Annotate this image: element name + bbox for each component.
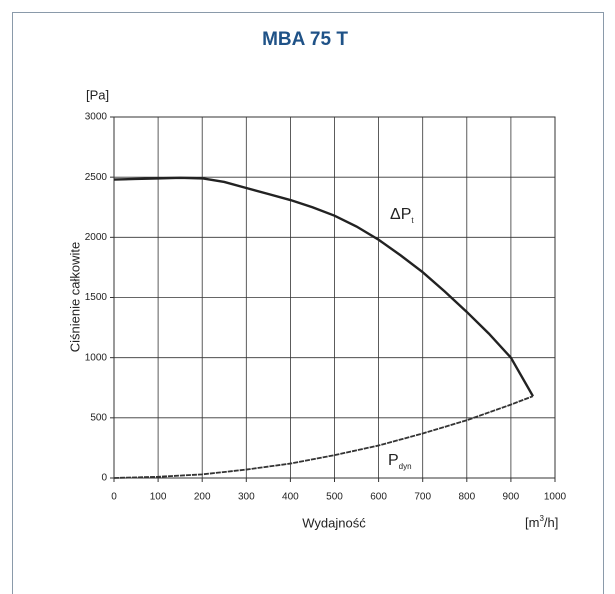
x-tick-label: 700	[414, 492, 431, 503]
plot-border	[113, 116, 556, 479]
series-line	[113, 176, 534, 397]
series-label-sub: dyn	[399, 462, 412, 471]
x-tick-label: 100	[150, 492, 167, 503]
y-unit: [Pa]	[86, 87, 109, 102]
x-tick-label: 200	[194, 492, 211, 503]
series-label: Pdyn	[388, 452, 412, 471]
x-axis-title: Wydajność	[302, 515, 366, 530]
x-unit-sup: 3	[539, 514, 544, 523]
y-tick-label: 3000	[85, 112, 108, 123]
x-tick-label: 600	[370, 492, 387, 503]
x-tick-label: 800	[458, 492, 475, 503]
x-tick-label: 1000	[544, 492, 567, 503]
series-label-main: ΔP	[390, 206, 411, 223]
y-tick-label: 2500	[85, 172, 108, 183]
x-tick-label: 400	[282, 492, 299, 503]
x-unit: [m3/h]	[525, 514, 558, 530]
x-tick-label: 0	[111, 492, 117, 503]
chart-title: MBA 75 T	[262, 29, 348, 50]
y-tick-label: 1500	[85, 292, 108, 303]
x-unit-main: [m	[525, 515, 539, 530]
x-unit-rest: /h]	[544, 515, 558, 530]
series-line	[113, 395, 534, 479]
series-label: ΔPt	[390, 206, 414, 225]
x-tick-label: 500	[326, 492, 343, 503]
y-tick-label: 2000	[85, 232, 108, 243]
x-tick-label: 300	[238, 492, 255, 503]
series-label-main: P	[388, 452, 399, 469]
y-tick-label: 1000	[85, 352, 108, 363]
y-tick-label: 500	[90, 412, 107, 423]
series-label-sub: t	[411, 216, 414, 225]
y-tick-label: 0	[101, 473, 107, 484]
y-axis-title: Ciśnienie całkowite	[67, 242, 82, 353]
frame	[12, 12, 604, 594]
x-tick-label: 900	[503, 492, 520, 503]
